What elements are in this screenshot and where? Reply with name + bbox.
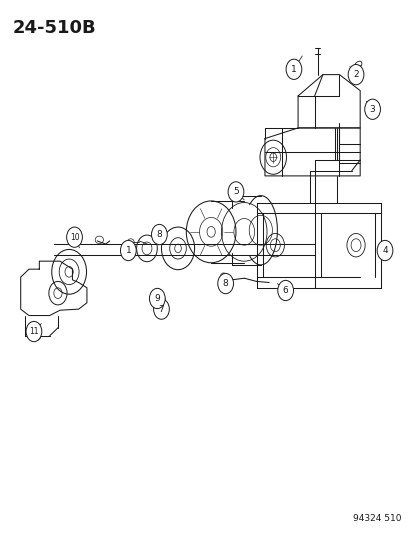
Text: 9: 9 — [154, 294, 160, 303]
Text: 6: 6 — [282, 286, 288, 295]
Text: 1: 1 — [290, 65, 296, 74]
Text: 5: 5 — [233, 188, 238, 196]
Circle shape — [347, 64, 363, 85]
Text: 10: 10 — [69, 233, 79, 241]
Circle shape — [120, 240, 136, 261]
Circle shape — [26, 321, 42, 342]
Text: 1: 1 — [125, 246, 131, 255]
Text: 8: 8 — [222, 279, 228, 288]
Text: 8: 8 — [156, 230, 162, 239]
Text: 2: 2 — [352, 70, 358, 79]
Text: 24-510B: 24-510B — [12, 19, 96, 37]
Circle shape — [285, 59, 301, 79]
Circle shape — [151, 224, 167, 245]
Circle shape — [149, 288, 165, 309]
Circle shape — [364, 99, 380, 119]
Text: 3: 3 — [369, 105, 375, 114]
Circle shape — [153, 299, 169, 319]
Circle shape — [376, 240, 392, 261]
Text: 7: 7 — [158, 305, 164, 313]
Circle shape — [66, 227, 82, 247]
Text: 94324 510: 94324 510 — [352, 514, 401, 523]
Text: 4: 4 — [381, 246, 387, 255]
Circle shape — [217, 273, 233, 294]
Circle shape — [277, 280, 293, 301]
Circle shape — [228, 182, 243, 202]
Text: 11: 11 — [29, 327, 38, 336]
